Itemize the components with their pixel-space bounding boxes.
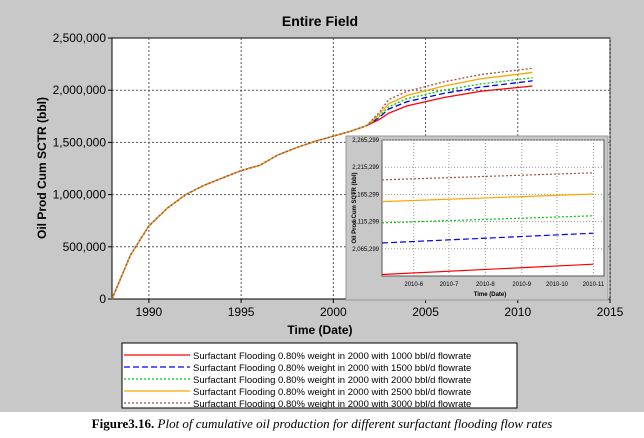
inset-series-line-3: [381, 215, 594, 224]
series-line-2: [111, 80, 533, 300]
y-tick-label: 0: [99, 292, 106, 306]
y-tick-label: 2,500,000: [53, 31, 107, 45]
legend-label: Surfactant Flooding 0.80% weight in 2000…: [193, 375, 471, 386]
inset-y-tick-label: 2,165,299: [352, 192, 379, 198]
y-tick-label: 1,500,000: [53, 135, 107, 149]
inset-series-line-2: [381, 232, 594, 244]
inset-series-line-1: [381, 263, 594, 276]
inset-y-axis-label: Oil Prod Cum SCTR (bbl): [352, 173, 358, 244]
chart-title: Entire Field: [282, 13, 358, 29]
legend-label: Surfactant Flooding 0.80% weight in 2000…: [193, 351, 471, 362]
inset-x-tick-label: 2010-6: [404, 282, 423, 288]
inset-y-tick-label: 2,065,299: [352, 247, 379, 253]
inset-y-tick-label: 2,215,299: [352, 165, 379, 171]
y-tick-label: 2,000,000: [53, 83, 107, 97]
series-line-5: [111, 67, 533, 300]
y-tick-label: 500,000: [63, 240, 107, 254]
figure-caption: Figure3.16. Plot of cumulative oil produ…: [0, 416, 644, 432]
inset-y-tick-label: 2,265,299: [352, 138, 379, 144]
legend-label: Surfactant Flooding 0.80% weight in 2000…: [193, 387, 471, 398]
x-tick-label: 2010: [504, 305, 531, 319]
series-line-4: [111, 71, 533, 300]
legend-box: [121, 342, 518, 409]
legend: Surfactant Flooding 0.80% weight in 2000…: [121, 342, 518, 410]
inset-y-tick-label: 2,115,299: [353, 220, 380, 226]
x-tick-label: 1995: [228, 305, 255, 319]
y-axis-label: Oil Prod Cum SCTR (bbl): [35, 97, 49, 239]
y-tick-label: 1,000,000: [53, 188, 107, 202]
inset-x-tick-label: 2010-7: [440, 282, 459, 288]
inset-x-tick-label: 2010-8: [476, 282, 495, 288]
inset-series-line-5: [381, 172, 594, 181]
caption-text: Plot of cumulative oil production for di…: [154, 416, 553, 431]
legend-label: Surfactant Flooding 0.80% weight in 2000…: [193, 363, 471, 374]
x-axis-label: Time (Date): [287, 323, 352, 337]
caption-label: Figure3.16.: [91, 416, 155, 431]
inset-x-tick-label: 2010-9: [512, 282, 531, 288]
chart: Entire Field 1990 1995 2000 2005 2010 2015 0 500…: [0, 0, 644, 412]
x-tick-label: 2015: [597, 305, 624, 319]
x-tick-label: 1990: [136, 305, 163, 319]
inset-series-line-4: [381, 193, 594, 203]
inset-x-tick-label: 2010-11: [583, 282, 605, 288]
inset-x-axis-label: Time (Date): [474, 292, 507, 298]
legend-label: Surfactant Flooding 0.80% weight in 2000…: [193, 399, 471, 410]
inset-plot-area: [381, 139, 605, 277]
inset-x-tick-label: 2010-10: [546, 282, 569, 288]
x-tick-label: 2005: [412, 305, 439, 319]
x-tick-label: 2000: [320, 305, 347, 319]
